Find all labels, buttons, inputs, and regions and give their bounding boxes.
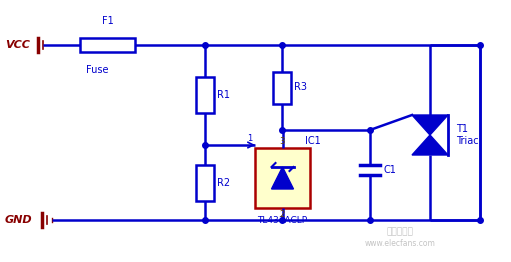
Text: C1: C1	[384, 165, 397, 175]
Text: VCC: VCC	[5, 40, 30, 50]
Text: R1: R1	[217, 90, 230, 100]
Text: Triac: Triac	[456, 136, 479, 146]
Text: T1: T1	[456, 124, 468, 134]
Polygon shape	[271, 167, 293, 189]
Polygon shape	[412, 115, 448, 135]
Text: 1: 1	[247, 134, 252, 143]
Text: Fuse: Fuse	[86, 65, 109, 75]
Text: R2: R2	[217, 177, 230, 188]
Text: R3: R3	[294, 83, 307, 92]
Text: GND: GND	[5, 215, 33, 225]
Bar	[196, 77, 214, 113]
Text: IC1: IC1	[305, 136, 321, 146]
Text: www.elecfans.com: www.elecfans.com	[364, 239, 435, 248]
Text: 3: 3	[280, 137, 285, 146]
Polygon shape	[412, 135, 448, 155]
Bar	[255, 148, 310, 208]
Text: 电子发烧友: 电子发烧友	[386, 227, 413, 237]
Bar	[273, 72, 291, 103]
Text: F1: F1	[102, 16, 113, 26]
Bar	[80, 38, 135, 52]
Bar	[196, 165, 214, 200]
Text: TL431ACLP: TL431ACLP	[258, 216, 308, 225]
Text: 2: 2	[280, 210, 285, 219]
